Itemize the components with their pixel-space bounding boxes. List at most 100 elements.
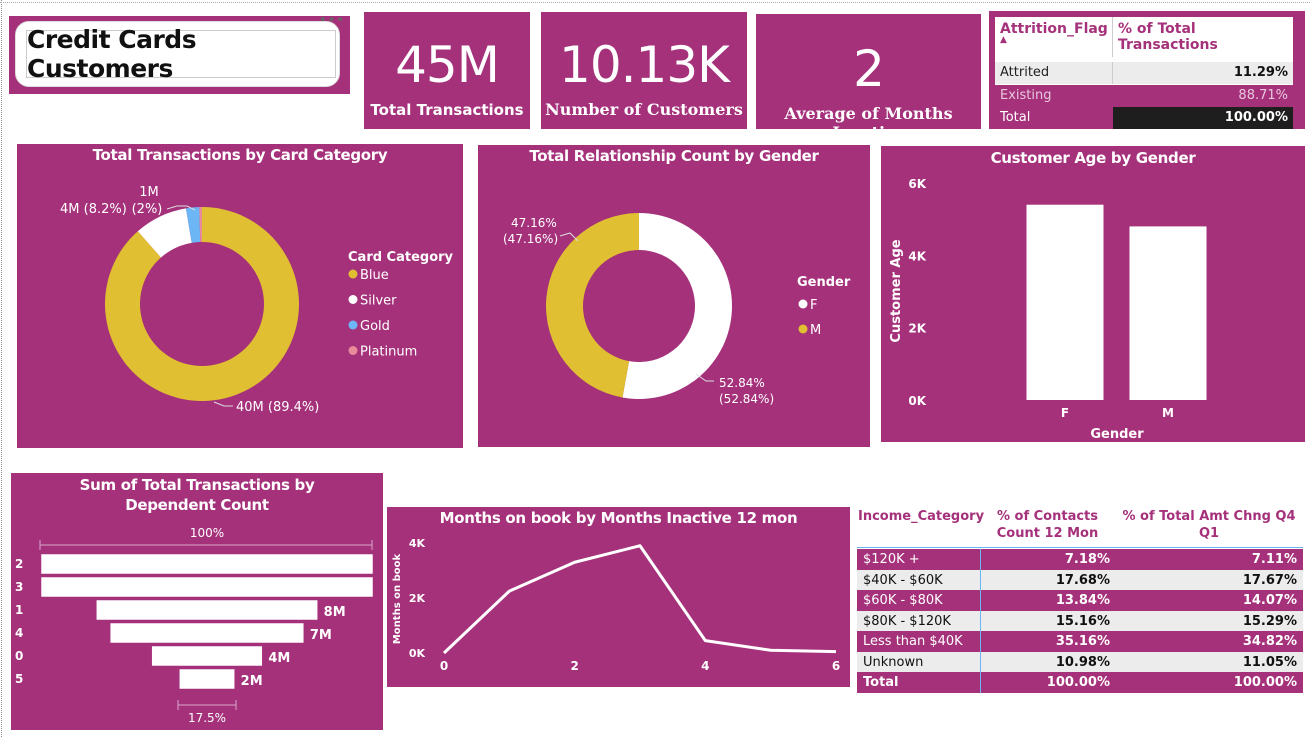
x-tick-label: 4 [701,659,709,673]
income-category-cell: Unknown [863,654,924,670]
column-header-income-category[interactable]: Income_Category [858,508,984,525]
page-title: Credit Cards Customers [26,25,336,83]
kpi-value: 45M [395,36,500,94]
data-label-blue: 40M (89.4%) [236,400,319,415]
legend-marker-f[interactable] [798,299,808,309]
legend-title: Gender [797,275,851,290]
x-tick-label: F [1061,406,1069,420]
legend-title: Card Category [348,250,454,265]
funnel-top-label: 100% [190,526,224,540]
chart-title: Total Relationship Count by Gender [529,147,819,165]
donut-slice-blue[interactable] [105,207,300,401]
x-axis-label: Gender [1090,427,1144,442]
column-header-pct-total-transactions[interactable]: % of Total Transactions [1113,17,1293,57]
gender-donut-panel[interactable]: Total Relationship Count by Gender 47.16… [478,145,870,447]
legend-label-f[interactable]: F [810,298,817,313]
column-header-contacts-count[interactable]: % of Contacts Count 12 Mon [990,508,1105,542]
triangle-up-icon[interactable]: ▲ [1000,35,1007,45]
y-tick-label: 4K [409,537,426,550]
column-header-attrition-flag[interactable]: Attrition_Flag ▲ [995,17,1113,57]
table-row[interactable]: $120K + 7.18% 7.11% [857,549,1303,570]
card-category-donut-panel[interactable]: Total Transactions by Card Category 40M … [17,144,463,448]
legend-label-platinum[interactable]: Platinum [360,345,417,360]
donut-slice-platinum[interactable] [199,207,202,243]
contacts-count-cell: 13.84% [1055,593,1110,608]
table-total-row[interactable]: Total 100.00% 100.00% [857,672,1303,693]
income-category-cell: Total [863,675,899,690]
table-row[interactable]: $80K - $120K 15.16% 15.29% [857,610,1303,632]
funnel-bar[interactable] [40,553,374,575]
kpi-card-average-months-inactive[interactable]: 2 Average of Months Inactive [756,14,981,142]
table-row[interactable]: Attrited Customer 11.29% [995,62,1293,102]
funnel-category-label: 0 [15,649,23,663]
legend-label-silver[interactable]: Silver [360,294,397,309]
legend-label-m[interactable]: M [810,323,821,338]
more-options-icon[interactable]: ••• [319,13,346,28]
table-row[interactable]: Existing Customer 88.71% [995,85,1293,125]
amt-chng-cell: 7.11% [1251,552,1297,567]
kpi-label: Average of Months Inactive [784,104,953,142]
legend-marker-blue[interactable] [348,269,358,279]
kpi-card-total-transactions[interactable]: 45M Total Transactions [364,12,530,129]
contacts-count-cell: 15.16% [1055,613,1110,629]
table-row[interactable]: $60K - $80K 13.84% 14.07% [857,590,1303,611]
table-row[interactable]: $40K - $60K 17.68% 17.67% [857,569,1303,591]
y-tick-label: 2K [908,322,926,336]
contacts-count-cell: 100.00% [1046,675,1110,690]
bar-f[interactable] [1026,204,1104,400]
table-total-row[interactable]: Total 100.00% [995,107,1293,129]
chart-title: Customer Age by Gender [990,149,1196,167]
age-by-gender-panel[interactable]: Customer Age by Gender 0K 2K 4K 6K F M Gender… [881,146,1305,442]
donut-slice-silver[interactable] [137,208,192,258]
y-tick-label: 6K [908,177,926,191]
legend-marker-gold[interactable] [348,320,358,330]
canvas-top-border [0,2,1310,3]
funnel-bar[interactable] [40,576,374,598]
chart-title-line: Sum of Total Transactions by [79,476,315,494]
y-axis-label: Customer Age [889,239,904,342]
table-row[interactable]: Unknown 10.98% 11.05% [857,651,1303,673]
income-category-cell: $40K - $60K [863,572,943,588]
legend-marker-silver[interactable] [348,295,358,304]
y-tick-label: 0K [409,647,426,660]
legend-label-blue[interactable]: Blue [360,268,389,283]
table-row[interactable]: Less than $40K 35.16% 34.82% [857,631,1303,652]
header-label: Attrition_Flag [1000,21,1108,37]
kpi-card-number-of-customers[interactable]: 10.13K Number of Customers [541,12,747,129]
column-divider [980,549,981,693]
row-value: 11.29% [1233,65,1288,80]
title-card[interactable]: ••• Credit Cards Customers [15,13,344,87]
donut-slice-gold[interactable] [185,207,201,243]
funnel-category-label: 2 [15,557,23,571]
months-line-panel[interactable]: Months on book by Months Inactive 12 mon… [387,507,850,687]
series-line[interactable] [442,544,837,655]
legend-marker-platinum[interactable] [348,346,358,355]
funnel-category-label: 5 [15,672,23,686]
funnel-bar[interactable] [109,622,305,644]
amt-chng-cell: 17.67% [1242,572,1297,588]
donut-slice-f[interactable] [622,213,732,399]
funnel-category-label: 3 [15,580,23,594]
funnel-bar[interactable] [179,668,235,690]
legend-label-gold[interactable]: Gold [360,319,390,334]
title-panel: ••• Credit Cards Customers [9,13,350,94]
data-label-f-pct: (52.84%) [719,392,774,406]
donut-slice-m[interactable] [546,213,639,398]
data-label-gold-pct: (2%) [132,202,163,217]
contacts-count-cell: 10.98% [1055,654,1110,670]
header-divider [857,547,1303,548]
row-value: 88.71% [1238,88,1288,103]
chart-title-line: Dependent Count [125,496,269,514]
income-category-cell: Less than $40K [863,634,963,649]
leader-line [166,205,196,211]
x-tick-label: 0 [440,659,448,673]
legend-marker-m[interactable] [798,324,808,334]
column-header-amt-chng[interactable]: % of Total Amt Chng Q4 Q1 [1115,508,1303,542]
leader-line [559,232,579,242]
funnel-value-label: 7M [310,628,332,643]
funnel-bar[interactable] [96,599,318,621]
data-label-m: 47.16% [511,216,557,230]
funnel-panel[interactable]: Sum of Total Transactions by Dependent C… [11,473,383,730]
funnel-bar[interactable] [151,645,263,667]
bar-m[interactable] [1129,226,1207,400]
